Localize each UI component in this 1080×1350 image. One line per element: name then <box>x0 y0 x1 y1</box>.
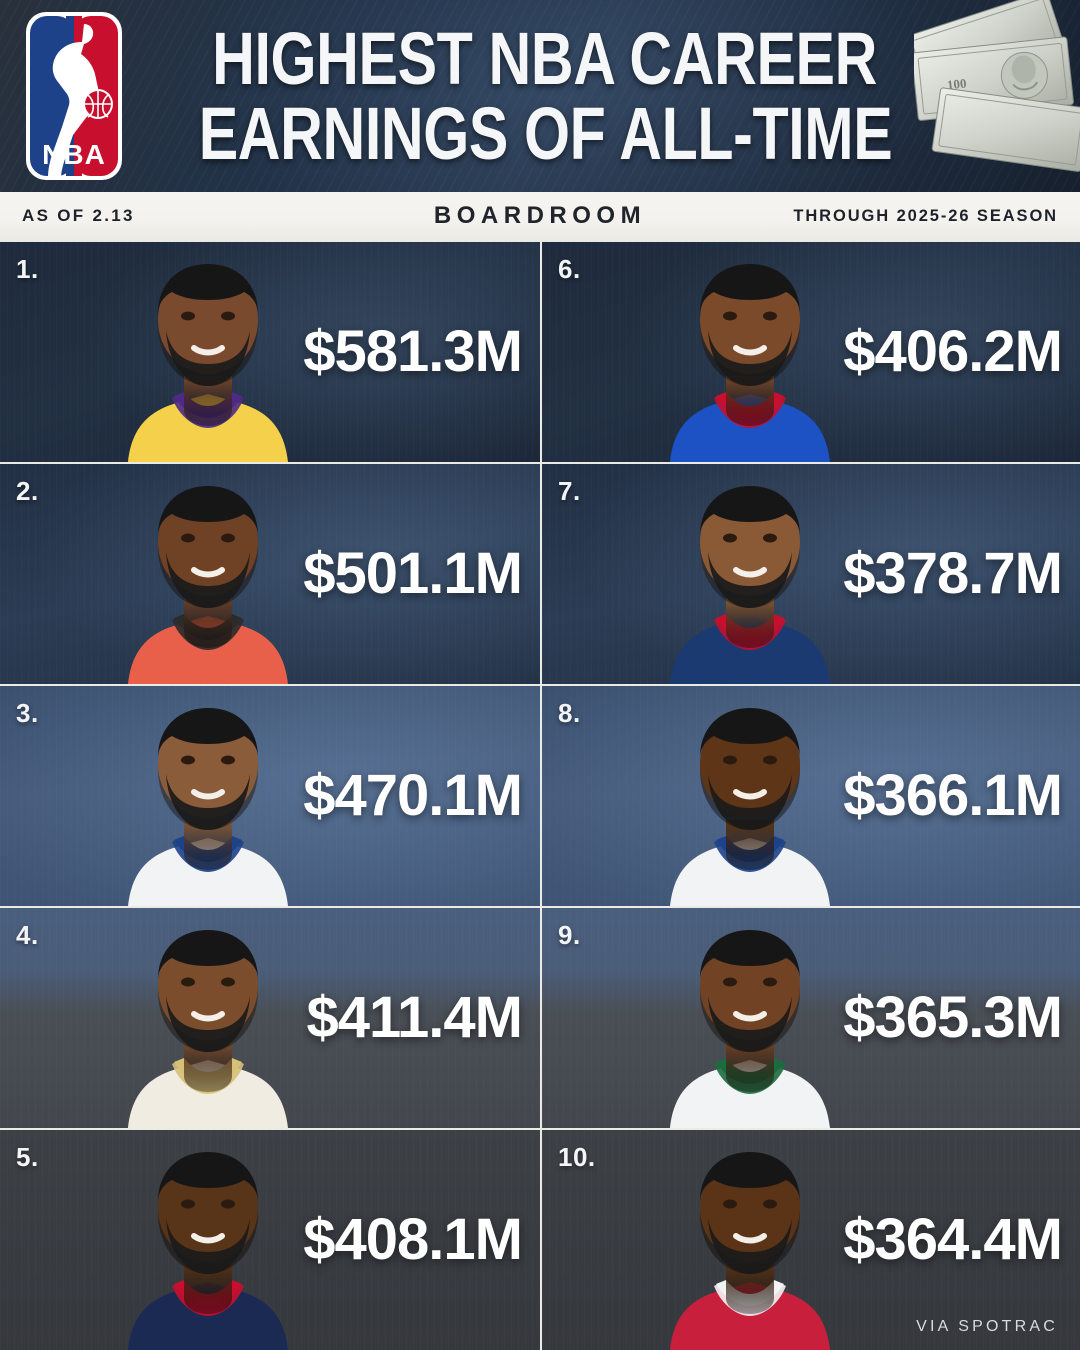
earnings-value: $365.3M <box>843 985 1063 1050</box>
ranking-cell: 5. $408.1M <box>0 1128 540 1350</box>
svg-text:100: 100 <box>946 76 967 93</box>
rank-number: 2. <box>16 476 39 506</box>
rank-number: 1. <box>16 254 39 284</box>
earnings-value: $364.4M <box>843 1207 1063 1272</box>
rank-number: 8. <box>558 698 581 728</box>
player-portrait <box>670 264 830 462</box>
title-line-1: HIGHEST NBA CAREER <box>212 16 878 100</box>
cash-bills-icon: 100 <box>914 0 1080 172</box>
player-portrait <box>128 708 288 906</box>
ranking-cell: 3. $470.1M <box>0 684 540 906</box>
player-portrait <box>670 930 830 1128</box>
earnings-value: $408.1M <box>303 1207 523 1272</box>
player-portrait <box>128 486 288 684</box>
rank-number: 7. <box>558 476 581 506</box>
rank-number: 5. <box>16 1142 39 1172</box>
nba-logo-icon: NBA <box>26 12 122 180</box>
subtitle-bar: AS OF 2.13 BOARDROOM THROUGH 2025-26 SEA… <box>0 192 1080 240</box>
ranking-cell: 9. $365.3M <box>540 906 1080 1128</box>
rankings-grid: 1. $581.3M 6. $406.2M 2. $501.1M 7. $378.7M 3. $4… <box>0 240 1080 1350</box>
title-line-2: EARNINGS OF ALL-TIME <box>198 92 892 175</box>
rank-number: 10. <box>558 1142 596 1172</box>
earnings-value: $501.1M <box>303 541 523 606</box>
ranking-cell: 8. $366.1M <box>540 684 1080 906</box>
player-portrait <box>128 1152 288 1350</box>
player-portrait <box>128 264 288 462</box>
player-portrait <box>670 1152 830 1350</box>
source-credit-label: VIA SPOTRAC <box>916 1318 1058 1335</box>
earnings-value: $411.4M <box>306 985 523 1050</box>
rank-number: 3. <box>16 698 39 728</box>
earnings-value: $581.3M <box>303 319 523 384</box>
ranking-cell: 2. $501.1M <box>0 462 540 684</box>
page-title: HIGHEST NBA CAREER EARNINGS OF ALL-TIME <box>140 4 950 188</box>
ranking-cell: 4. $411.4M <box>0 906 540 1128</box>
player-portrait <box>670 486 830 684</box>
rank-number: 9. <box>558 920 581 950</box>
header-banner: NBA HIGHEST NBA CAREER EARNINGS OF ALL-T… <box>0 0 1080 192</box>
boardroom-brand-label: BOARDROOM <box>433 202 647 229</box>
player-portrait <box>670 708 830 906</box>
ranking-cell: 6. $406.2M <box>540 240 1080 462</box>
earnings-value: $366.1M <box>843 763 1063 828</box>
ranking-cell: 7. $378.7M <box>540 462 1080 684</box>
earnings-value: $378.7M <box>843 541 1063 606</box>
svg-text:NBA: NBA <box>42 139 106 170</box>
as-of-label: AS OF 2.13 <box>22 206 135 225</box>
rank-number: 4. <box>16 920 39 950</box>
ranking-cell: 10. $364.4M <box>540 1128 1080 1350</box>
player-portrait <box>128 930 288 1128</box>
ranking-cell: 1. $581.3M <box>0 240 540 462</box>
rank-number: 6. <box>558 254 581 284</box>
earnings-value: $406.2M <box>843 319 1063 384</box>
through-season-label: THROUGH 2025-26 SEASON <box>793 206 1058 225</box>
earnings-value: $470.1M <box>303 763 523 828</box>
